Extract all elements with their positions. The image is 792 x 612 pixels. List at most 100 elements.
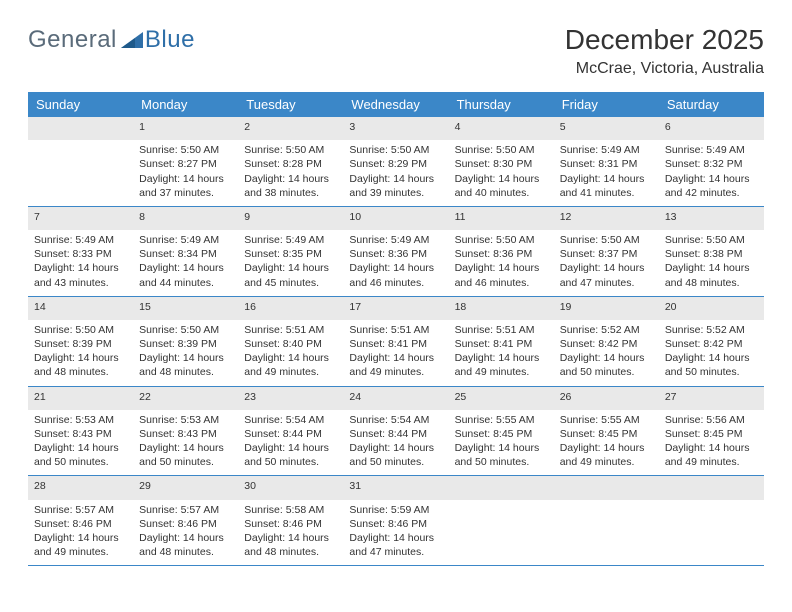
sunset-line: Sunset: 8:39 PM	[34, 337, 127, 351]
daylight-line: Daylight: 14 hours and 40 minutes.	[455, 172, 548, 200]
day-number: 17	[343, 296, 448, 320]
daylight-line: Daylight: 14 hours and 43 minutes.	[34, 261, 127, 289]
daylight-line: Daylight: 14 hours and 50 minutes.	[34, 441, 127, 469]
calendar-cell	[28, 140, 133, 206]
day-number	[28, 117, 133, 140]
calendar-week-row: Sunrise: 5:50 AMSunset: 8:27 PMDaylight:…	[28, 140, 764, 206]
calendar-cell: Sunrise: 5:49 AMSunset: 8:34 PMDaylight:…	[133, 230, 238, 296]
header: General Blue December 2025 McCrae, Victo…	[28, 24, 764, 78]
sunset-line: Sunset: 8:35 PM	[244, 247, 337, 261]
sunset-line: Sunset: 8:36 PM	[455, 247, 548, 261]
sunrise-line: Sunrise: 5:50 AM	[455, 233, 548, 247]
daylight-line: Daylight: 14 hours and 46 minutes.	[455, 261, 548, 289]
day-number: 18	[449, 296, 554, 320]
day-number: 23	[238, 386, 343, 410]
logo-text-blue: Blue	[145, 26, 195, 54]
daynum-row: 21222324252627	[28, 386, 764, 410]
day-number: 5	[554, 117, 659, 140]
sunrise-line: Sunrise: 5:50 AM	[139, 323, 232, 337]
sunrise-line: Sunrise: 5:49 AM	[139, 233, 232, 247]
calendar-cell: Sunrise: 5:54 AMSunset: 8:44 PMDaylight:…	[343, 410, 448, 476]
daylight-line: Daylight: 14 hours and 48 minutes.	[665, 261, 758, 289]
sunrise-line: Sunrise: 5:52 AM	[665, 323, 758, 337]
calendar-cell: Sunrise: 5:51 AMSunset: 8:40 PMDaylight:…	[238, 320, 343, 386]
calendar-cell: Sunrise: 5:50 AMSunset: 8:37 PMDaylight:…	[554, 230, 659, 296]
calendar-cell: Sunrise: 5:49 AMSunset: 8:36 PMDaylight:…	[343, 230, 448, 296]
calendar-header-cell: Sunday	[28, 92, 133, 117]
calendar-cell: Sunrise: 5:50 AMSunset: 8:39 PMDaylight:…	[133, 320, 238, 386]
sunset-line: Sunset: 8:40 PM	[244, 337, 337, 351]
sunrise-line: Sunrise: 5:49 AM	[244, 233, 337, 247]
calendar-cell: Sunrise: 5:59 AMSunset: 8:46 PMDaylight:…	[343, 500, 448, 566]
calendar-cell	[659, 500, 764, 566]
sunset-line: Sunset: 8:43 PM	[34, 427, 127, 441]
month-title: December 2025	[565, 24, 764, 56]
sunrise-line: Sunrise: 5:55 AM	[455, 413, 548, 427]
sunset-line: Sunset: 8:39 PM	[139, 337, 232, 351]
calendar-cell: Sunrise: 5:53 AMSunset: 8:43 PMDaylight:…	[28, 410, 133, 476]
sunset-line: Sunset: 8:46 PM	[139, 517, 232, 531]
daylight-line: Daylight: 14 hours and 49 minutes.	[244, 351, 337, 379]
day-number: 8	[133, 206, 238, 230]
sunrise-line: Sunrise: 5:51 AM	[244, 323, 337, 337]
day-number: 7	[28, 206, 133, 230]
calendar-cell: Sunrise: 5:50 AMSunset: 8:36 PMDaylight:…	[449, 230, 554, 296]
day-number: 29	[133, 476, 238, 500]
daylight-line: Daylight: 14 hours and 50 minutes.	[560, 351, 653, 379]
day-number: 21	[28, 386, 133, 410]
sunset-line: Sunset: 8:27 PM	[139, 157, 232, 171]
sunset-line: Sunset: 8:30 PM	[455, 157, 548, 171]
day-number: 26	[554, 386, 659, 410]
day-number: 19	[554, 296, 659, 320]
sunrise-line: Sunrise: 5:50 AM	[349, 143, 442, 157]
daynum-row: 123456	[28, 117, 764, 140]
daylight-line: Daylight: 14 hours and 50 minutes.	[665, 351, 758, 379]
day-number: 3	[343, 117, 448, 140]
daylight-line: Daylight: 14 hours and 48 minutes.	[139, 531, 232, 559]
calendar-header-cell: Wednesday	[343, 92, 448, 117]
calendar-header-cell: Friday	[554, 92, 659, 117]
daylight-line: Daylight: 14 hours and 44 minutes.	[139, 261, 232, 289]
calendar-cell: Sunrise: 5:53 AMSunset: 8:43 PMDaylight:…	[133, 410, 238, 476]
daylight-line: Daylight: 14 hours and 50 minutes.	[139, 441, 232, 469]
calendar-cell: Sunrise: 5:58 AMSunset: 8:46 PMDaylight:…	[238, 500, 343, 566]
sunset-line: Sunset: 8:41 PM	[455, 337, 548, 351]
calendar-cell: Sunrise: 5:50 AMSunset: 8:27 PMDaylight:…	[133, 140, 238, 206]
sunrise-line: Sunrise: 5:50 AM	[244, 143, 337, 157]
sunset-line: Sunset: 8:44 PM	[349, 427, 442, 441]
daylight-line: Daylight: 14 hours and 42 minutes.	[665, 172, 758, 200]
daylight-line: Daylight: 14 hours and 46 minutes.	[349, 261, 442, 289]
day-number: 9	[238, 206, 343, 230]
daylight-line: Daylight: 14 hours and 49 minutes.	[560, 441, 653, 469]
calendar-body: 123456 Sunrise: 5:50 AMSunset: 8:27 PMDa…	[28, 117, 764, 566]
sunset-line: Sunset: 8:37 PM	[560, 247, 653, 261]
sunrise-line: Sunrise: 5:50 AM	[34, 323, 127, 337]
calendar-cell	[554, 500, 659, 566]
sunrise-line: Sunrise: 5:53 AM	[139, 413, 232, 427]
sunrise-line: Sunrise: 5:49 AM	[349, 233, 442, 247]
sunrise-line: Sunrise: 5:50 AM	[139, 143, 232, 157]
calendar-cell: Sunrise: 5:50 AMSunset: 8:30 PMDaylight:…	[449, 140, 554, 206]
daylight-line: Daylight: 14 hours and 45 minutes.	[244, 261, 337, 289]
sunrise-line: Sunrise: 5:54 AM	[244, 413, 337, 427]
sunrise-line: Sunrise: 5:50 AM	[455, 143, 548, 157]
calendar-cell: Sunrise: 5:49 AMSunset: 8:35 PMDaylight:…	[238, 230, 343, 296]
sunset-line: Sunset: 8:43 PM	[139, 427, 232, 441]
sunset-line: Sunset: 8:29 PM	[349, 157, 442, 171]
daylight-line: Daylight: 14 hours and 38 minutes.	[244, 172, 337, 200]
day-number: 31	[343, 476, 448, 500]
page: General Blue December 2025 McCrae, Victo…	[0, 0, 792, 566]
calendar-header-cell: Tuesday	[238, 92, 343, 117]
day-number: 4	[449, 117, 554, 140]
calendar-cell: Sunrise: 5:50 AMSunset: 8:38 PMDaylight:…	[659, 230, 764, 296]
calendar-cell	[449, 500, 554, 566]
daylight-line: Daylight: 14 hours and 39 minutes.	[349, 172, 442, 200]
daylight-line: Daylight: 14 hours and 50 minutes.	[349, 441, 442, 469]
sunset-line: Sunset: 8:34 PM	[139, 247, 232, 261]
title-block: December 2025 McCrae, Victoria, Australi…	[565, 24, 764, 78]
calendar-cell: Sunrise: 5:49 AMSunset: 8:33 PMDaylight:…	[28, 230, 133, 296]
day-number: 15	[133, 296, 238, 320]
calendar-table: SundayMondayTuesdayWednesdayThursdayFrid…	[28, 92, 764, 566]
sunset-line: Sunset: 8:41 PM	[349, 337, 442, 351]
sunset-line: Sunset: 8:28 PM	[244, 157, 337, 171]
